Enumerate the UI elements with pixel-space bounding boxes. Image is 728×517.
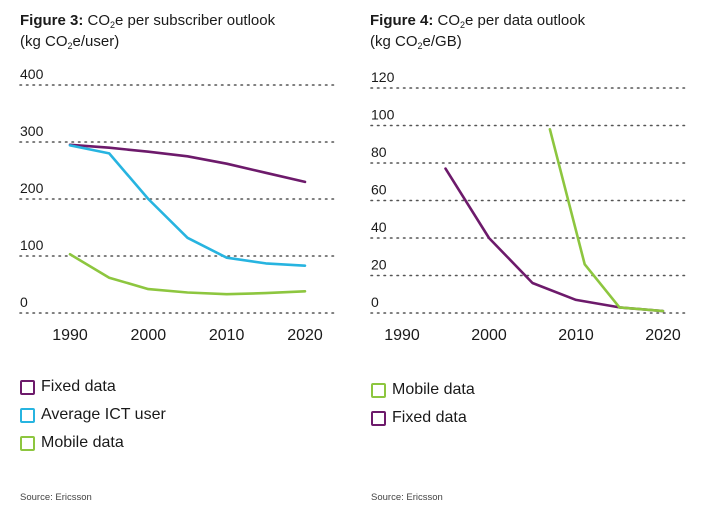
series-line-fixed-data — [68, 143, 307, 184]
y-tick-label: 100 — [20, 237, 44, 253]
y-tick-label: 20 — [371, 257, 387, 273]
y-tick-label: 300 — [20, 123, 44, 139]
y-tick-label: 100 — [371, 107, 395, 123]
figure-3-source: Source: Ericsson — [20, 492, 92, 503]
x-tick-label: 1990 — [384, 327, 420, 344]
series-line-mobile-data — [68, 253, 307, 296]
legend-swatch — [371, 382, 386, 398]
figure-4-source: Source: Ericsson — [371, 492, 443, 503]
series-line-fixed-data — [444, 167, 665, 313]
figure-4-legend: Mobile data Fixed data — [371, 376, 475, 432]
series-line-mobile-data — [548, 128, 665, 313]
x-tick-label: 2010 — [558, 327, 594, 344]
figure-4-unit: (kg CO2e/GB) — [370, 33, 462, 51]
series-line-average-ict-user — [68, 144, 307, 268]
legend-item-mobile-data: Mobile data — [20, 429, 166, 457]
x-tick-label: 2020 — [287, 327, 323, 344]
legend-swatch — [20, 435, 35, 451]
y-tick-label: 120 — [371, 69, 395, 85]
figure-4-chart: 0 20 40 60 80 100 120 1990 2000 2010 2020 — [370, 69, 689, 344]
legend-item-average-ict-user: Average ICT user — [20, 401, 166, 429]
legend-label: Fixed data — [392, 409, 467, 426]
figure-3-title: Figure 3: CO2e per subscriber outlook — [20, 12, 276, 30]
figure-3-chart: 0 100 200 300 400 1990 2000 2010 2020 — [19, 66, 336, 344]
figure-4-panel: Figure 4: CO2e per data outlook (kg CO2e… — [355, 0, 728, 517]
figure-3-unit: (kg CO2e/user) — [20, 33, 120, 51]
y-tick-label: 400 — [20, 66, 44, 82]
legend-item-fixed-data: Fixed data — [20, 373, 166, 401]
legend-swatch — [20, 407, 35, 423]
legend-swatch — [20, 379, 35, 395]
legend-swatch — [371, 410, 386, 426]
figure-3-panel: Figure 3: CO2e per subscriber outlook (k… — [0, 0, 355, 517]
x-tick-label: 2000 — [471, 327, 507, 344]
x-tick-label: 1990 — [52, 327, 88, 344]
x-tick-label: 2020 — [645, 327, 681, 344]
y-tick-label: 0 — [371, 294, 379, 310]
legend-item-fixed-data: Fixed data — [371, 404, 475, 432]
legend-label: Mobile data — [392, 381, 475, 398]
figure-3-legend: Fixed data Average ICT user Mobile data — [20, 373, 166, 457]
legend-label: Fixed data — [41, 378, 116, 395]
y-tick-label: 0 — [20, 294, 28, 310]
y-tick-label: 60 — [371, 182, 387, 198]
y-tick-label: 40 — [371, 219, 387, 235]
legend-item-mobile-data: Mobile data — [371, 376, 475, 404]
x-tick-label: 2010 — [209, 327, 245, 344]
figure-4-title: Figure 4: CO2e per data outlook — [370, 12, 586, 30]
y-tick-label: 200 — [20, 180, 44, 196]
legend-label: Average ICT user — [41, 406, 166, 423]
x-tick-label: 2000 — [131, 327, 167, 344]
legend-label: Mobile data — [41, 434, 124, 451]
y-tick-label: 80 — [371, 144, 387, 160]
